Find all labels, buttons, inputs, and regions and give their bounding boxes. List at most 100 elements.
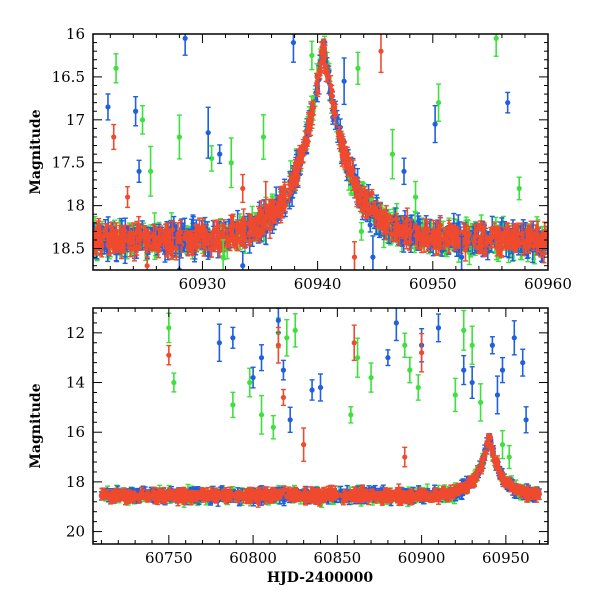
blue-data-point: [291, 23, 296, 62]
green-data-point: [259, 396, 264, 434]
blue-data-point: [385, 350, 390, 366]
top-x-tick-label: 60940: [294, 275, 342, 293]
red-data-point: [301, 428, 306, 461]
blue-data-point: [512, 321, 517, 355]
red-data-point: [143, 493, 148, 498]
blue-data-point: [523, 407, 528, 433]
bottom-x-tick-label: 60800: [229, 549, 277, 567]
blue-data-point: [217, 324, 222, 361]
green-data-point: [355, 52, 360, 84]
red-data-point: [488, 435, 493, 440]
green-data-point: [247, 368, 252, 396]
top-panel-y-axis-title: Magnitude: [28, 109, 44, 194]
blue-data-point: [401, 158, 406, 184]
red-data-point: [281, 389, 286, 405]
red-data-point: [240, 175, 245, 203]
red-data-point: [322, 494, 327, 499]
blue-data-point: [520, 349, 525, 376]
blue-data-point: [433, 106, 438, 143]
blue-data-point: [394, 305, 399, 340]
green-data-point: [368, 363, 373, 392]
bottom-y-tick-label: 12: [66, 324, 85, 342]
top-y-tick-label: 16.5: [52, 68, 85, 86]
top-panel-data-points: [91, 20, 550, 295]
red-data-point: [464, 480, 469, 485]
green-data-point: [171, 373, 176, 392]
red-data-point: [344, 491, 349, 496]
bottom-panel-y-axis-title: Magnitude: [28, 383, 44, 468]
blue-data-point: [259, 345, 264, 371]
green-data-point: [348, 407, 353, 423]
blue-data-point: [342, 58, 347, 104]
red-data-point: [397, 490, 402, 495]
blue-data-point: [505, 92, 510, 112]
red-data-point: [530, 490, 535, 495]
green-data-point: [500, 431, 505, 459]
green-data-point: [359, 223, 364, 240]
green-data-point: [177, 115, 182, 159]
blue-data-point: [281, 360, 286, 379]
top-y-tick-label: 17: [66, 111, 85, 129]
green-data-point: [494, 20, 499, 56]
red-data-point: [181, 500, 186, 505]
green-data-point: [261, 115, 266, 159]
blue-data-point: [500, 358, 505, 383]
red-data-point: [332, 495, 337, 500]
blue-data-point: [206, 107, 211, 158]
top-y-tick-label: 18: [66, 197, 85, 215]
top-y-tick-label: 17.5: [52, 154, 85, 172]
green-data-point: [284, 320, 289, 356]
green-data-point: [166, 313, 171, 342]
red-data-point: [299, 492, 304, 497]
red-data-point: [214, 493, 219, 498]
green-data-point: [436, 84, 441, 121]
green-data-point: [402, 333, 407, 357]
bottom-y-tick-label: 16: [66, 423, 85, 441]
bottom-x-tick-label: 60950: [482, 549, 530, 567]
red-data-point: [352, 242, 357, 273]
blue-data-point: [136, 160, 141, 182]
green-data-point: [517, 177, 522, 200]
red-data-point: [378, 30, 383, 72]
red-data-point: [402, 447, 407, 466]
red-data-point: [453, 492, 458, 497]
red-data-point: [226, 493, 231, 498]
blue-data-point: [133, 97, 138, 126]
top-y-tick-label: 18.5: [52, 240, 85, 258]
top-y-tick-label: 16: [66, 25, 85, 43]
blue-data-point: [490, 337, 495, 354]
red-data-point: [183, 491, 188, 496]
green-data-point: [113, 54, 118, 83]
blue-data-point: [370, 236, 375, 278]
blue-data-point: [250, 367, 255, 388]
red-data-point: [509, 484, 514, 489]
green-data-point: [293, 314, 298, 347]
blue-data-point: [318, 374, 323, 401]
red-data-point: [352, 325, 357, 360]
blue-data-point: [461, 356, 466, 385]
green-data-point: [148, 146, 153, 196]
red-data-point: [419, 334, 424, 372]
bottom-panel-frame: [93, 308, 548, 544]
top-x-tick-label: 60960: [524, 275, 572, 293]
green-data-point: [390, 130, 395, 179]
red-data-point: [459, 486, 464, 491]
blue-data-point: [230, 327, 235, 348]
bottom-x-tick-label: 60750: [145, 549, 193, 567]
green-data-point: [230, 392, 235, 417]
green-data-point: [461, 311, 466, 351]
green-data-point: [478, 384, 483, 421]
bottom-y-tick-label: 14: [66, 374, 85, 392]
bottom-y-tick-label: 18: [66, 473, 85, 491]
red-data-point: [166, 346, 171, 365]
blue-data-point: [217, 145, 222, 163]
blue-data-point: [470, 367, 475, 399]
red-data-point: [221, 493, 226, 498]
red-data-point: [497, 469, 502, 474]
green-data-point: [229, 138, 234, 188]
green-data-point: [271, 416, 276, 439]
green-data-point: [453, 378, 458, 411]
